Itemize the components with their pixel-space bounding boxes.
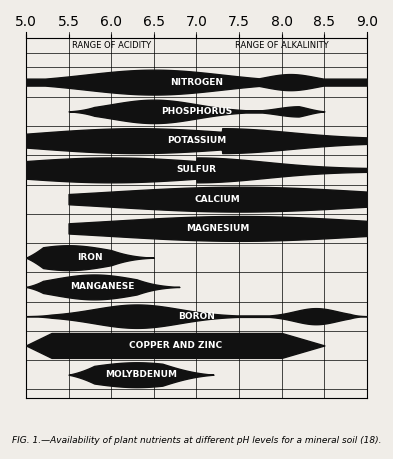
Text: COPPER AND ZINC: COPPER AND ZINC [129,341,222,350]
Text: NITROGEN: NITROGEN [170,78,223,87]
Text: POTASSIUM: POTASSIUM [167,136,226,145]
Text: SULFUR: SULFUR [176,165,217,174]
Text: MANGANESE: MANGANESE [70,282,135,291]
Text: FIG. 1.—Availability of plant nutrients at different pH levels for a mineral soi: FIG. 1.—Availability of plant nutrients … [12,436,381,445]
Text: RANGE OF ACIDITY: RANGE OF ACIDITY [72,41,151,50]
Text: CALCIUM: CALCIUM [195,195,241,204]
Text: MAGNESIUM: MAGNESIUM [186,224,250,233]
Text: PHOSPHORUS: PHOSPHORUS [161,107,232,116]
Text: BORON: BORON [178,312,215,321]
Text: RANGE OF ALKALINITY: RANGE OF ALKALINITY [235,41,329,50]
Text: IRON: IRON [77,253,103,262]
Text: MOLYBDENUM: MOLYBDENUM [105,370,177,379]
